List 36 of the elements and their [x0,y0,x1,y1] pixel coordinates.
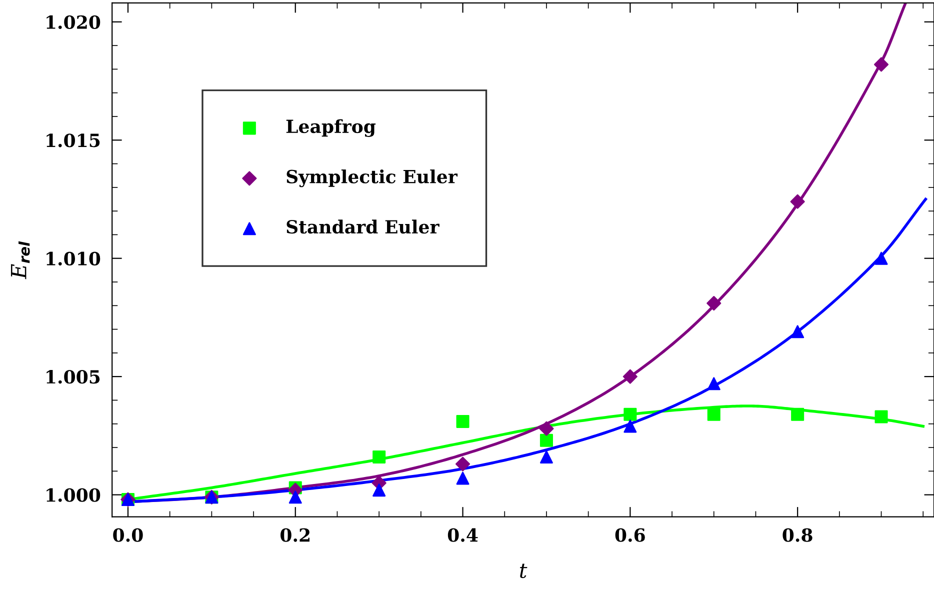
point [707,377,720,390]
x-axis-title: t [520,564,528,578]
y-tick-label: 1.005 [46,370,100,384]
point [791,408,804,421]
x-tick-label: 0.6 [615,528,645,542]
point [539,421,554,436]
y-tick-label: 1.020 [46,15,100,30]
y-tick-label: 1.000 [46,488,100,502]
point [455,456,470,472]
y-axis-title: E$_{rel}$ [11,241,30,280]
point [791,325,804,338]
x-tick-label: 0.4 [448,528,478,542]
x-tick-label: 0.2 [280,528,310,542]
point [456,414,470,428]
point [456,472,470,485]
y-tick-label: 1.015 [46,134,100,148]
point [540,434,553,447]
point [372,450,386,464]
point [624,408,637,421]
point [288,490,302,504]
legend-label: Standard Euler [286,220,440,234]
point [874,57,889,72]
point [540,450,553,464]
point [372,484,386,497]
point [622,369,638,384]
legend-label: Leapfrog [286,119,376,137]
point [706,296,722,311]
y-tick-label: 1.010 [46,252,100,266]
point [874,252,888,265]
legend-label: Symplectic Euler [286,169,458,188]
x-tick-label: 0.0 [113,528,143,542]
point [707,408,720,421]
x-tick-label: 0.8 [782,528,812,542]
point [624,420,637,433]
point [790,194,805,209]
point [874,410,888,424]
